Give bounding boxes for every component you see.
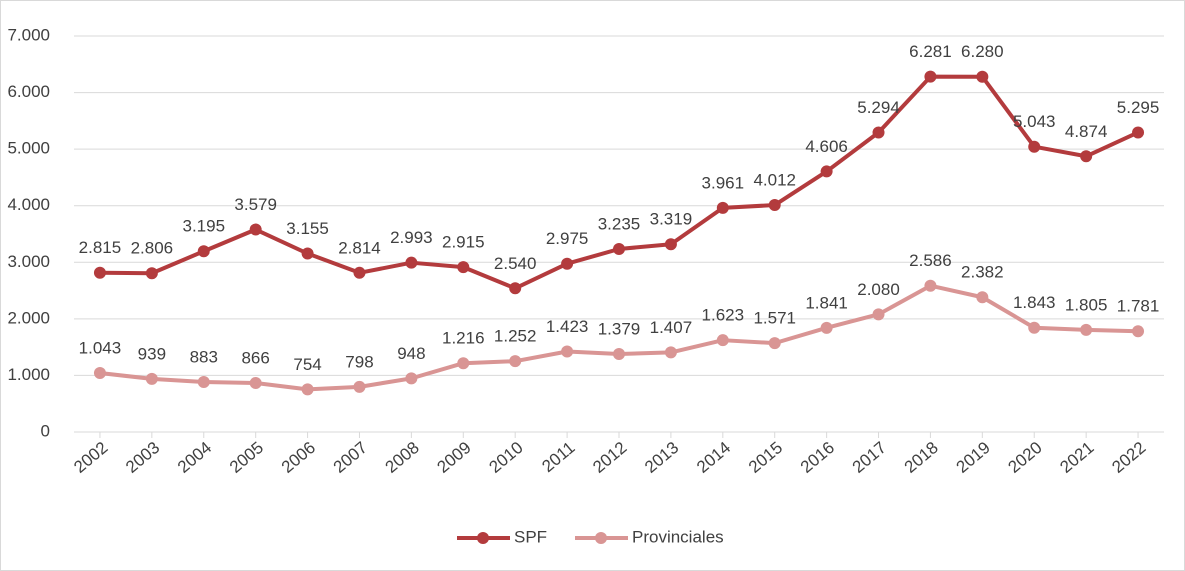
point (301, 383, 314, 396)
data-label: 3.579 (234, 195, 277, 214)
data-label: 798 (345, 352, 373, 371)
data-label: 1.843 (1013, 293, 1056, 312)
point (1028, 140, 1041, 153)
data-label: 883 (190, 348, 218, 367)
point (1132, 126, 1145, 139)
data-label: 2.540 (494, 254, 537, 273)
point (457, 357, 470, 370)
data-label: 1.043 (79, 338, 122, 357)
point (301, 247, 314, 260)
point (924, 279, 937, 292)
point (872, 126, 885, 139)
data-label: 5.294 (857, 98, 900, 117)
data-label: 2.806 (131, 239, 174, 258)
data-label: 1.407 (650, 318, 693, 337)
data-label: 2.975 (546, 229, 589, 248)
data-label: 4.606 (805, 137, 848, 156)
data-label: 948 (397, 344, 425, 363)
point (509, 355, 522, 368)
legend-marker (477, 532, 489, 544)
point (664, 238, 677, 251)
point (561, 345, 574, 358)
point (924, 70, 937, 83)
y-tick-label: 6.000 (7, 82, 50, 101)
legend-marker (595, 532, 607, 544)
point (716, 201, 729, 214)
data-label: 4.874 (1065, 122, 1108, 141)
y-tick-label: 5.000 (7, 139, 50, 158)
point (353, 266, 366, 279)
legend-label: SPF (514, 527, 547, 546)
point (93, 366, 106, 379)
point (1028, 321, 1041, 334)
data-label: 1.805 (1065, 295, 1108, 314)
y-tick-label: 0 (41, 421, 50, 440)
data-label: 866 (241, 348, 269, 367)
data-label: 5.295 (1117, 98, 1160, 117)
point (1132, 325, 1145, 338)
data-label: 3.235 (598, 214, 641, 233)
data-label: 3.961 (702, 173, 745, 192)
data-label: 2.814 (338, 238, 381, 257)
data-label: 2.915 (442, 233, 485, 252)
point (1080, 323, 1093, 336)
y-tick-label: 2.000 (7, 308, 50, 327)
point (353, 380, 366, 393)
data-label: 2.993 (390, 228, 433, 247)
point (249, 377, 262, 390)
point (197, 376, 210, 389)
data-label: 1.841 (805, 293, 848, 312)
data-label: 6.281 (909, 42, 952, 61)
point (457, 261, 470, 274)
data-label: 6.280 (961, 42, 1004, 61)
point (145, 267, 158, 280)
data-label: 3.319 (650, 210, 693, 229)
point (768, 199, 781, 212)
data-label: 1.423 (546, 317, 589, 336)
point (249, 223, 262, 236)
y-tick-label: 1.000 (7, 365, 50, 384)
data-label: 2.586 (909, 251, 952, 270)
y-tick-label: 3.000 (7, 252, 50, 271)
data-label: 1.623 (702, 306, 745, 325)
point (820, 165, 833, 178)
data-label: 3.195 (182, 217, 225, 236)
data-label: 1.571 (753, 309, 796, 328)
data-label: 5.043 (1013, 112, 1056, 131)
point (820, 321, 833, 334)
point (197, 245, 210, 258)
point (976, 70, 989, 83)
y-tick-label: 4.000 (7, 195, 50, 214)
data-label: 1.252 (494, 327, 537, 346)
data-label: 1.216 (442, 329, 485, 348)
data-label: 2.080 (857, 280, 900, 299)
point (613, 347, 625, 360)
y-tick-label: 7.000 (7, 25, 50, 44)
data-label: 2.382 (961, 263, 1004, 282)
point (145, 372, 158, 385)
point (1080, 150, 1093, 163)
data-label: 754 (293, 355, 321, 374)
point (716, 334, 729, 347)
point (613, 242, 625, 255)
point (561, 257, 574, 270)
data-label: 2.815 (79, 238, 122, 257)
point (768, 337, 781, 350)
data-label: 1.781 (1117, 297, 1160, 316)
point (976, 291, 989, 304)
point (509, 282, 522, 295)
point (664, 346, 677, 359)
legend-label: Provinciales (632, 527, 724, 546)
data-label: 939 (138, 344, 166, 363)
data-label: 1.379 (598, 319, 641, 338)
point (93, 266, 106, 279)
point (405, 372, 418, 385)
data-label: 4.012 (753, 171, 796, 190)
point (872, 308, 885, 321)
point (405, 256, 418, 269)
data-label: 3.155 (286, 219, 329, 238)
